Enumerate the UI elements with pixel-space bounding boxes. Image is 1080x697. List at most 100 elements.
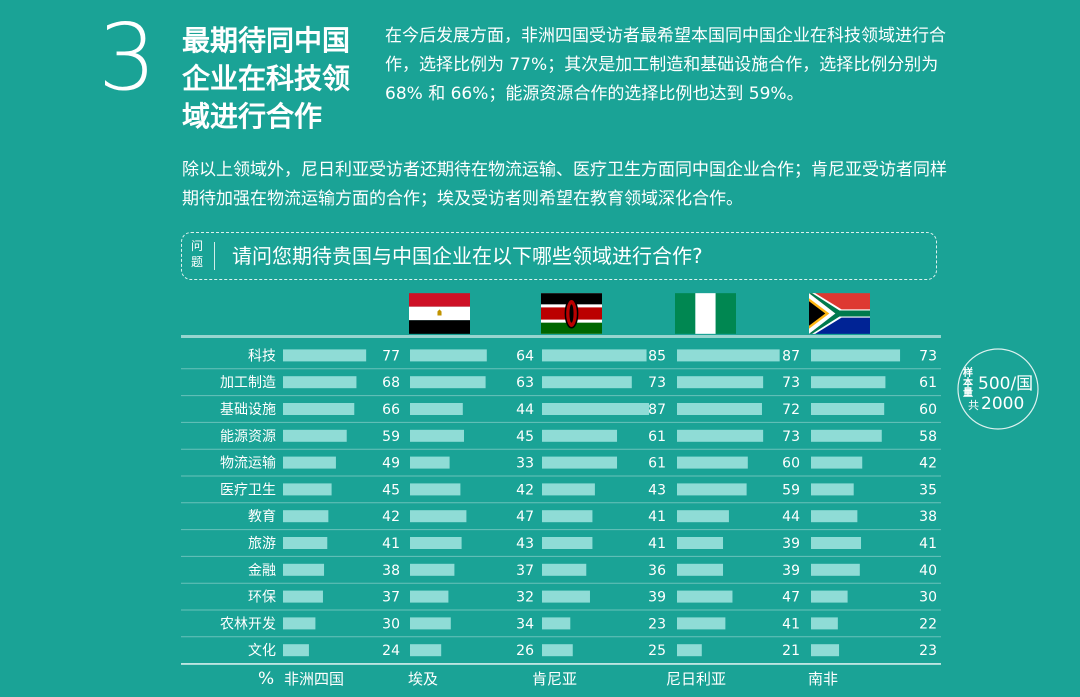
bar [410,483,461,496]
bar [542,537,593,549]
bar [410,456,450,469]
value-label: 63 [516,375,534,391]
bar [283,429,347,442]
value-label: 47 [782,590,800,606]
value-label: 41 [919,536,937,552]
bar [410,376,486,389]
value-label: 36 [648,563,666,579]
bar [283,563,325,576]
bar [677,429,764,442]
nigeria-flag-icon [675,293,736,334]
bar [410,617,451,630]
question-box [181,232,937,280]
bar [542,483,595,496]
value-label: 73 [782,375,800,391]
bar [677,376,764,389]
value-label: 35 [919,482,937,498]
value-label: 42 [382,509,400,525]
egypt-flag-icon [409,293,470,334]
category-label: 基础设施 [220,401,276,418]
value-label: 72 [782,402,800,418]
bar [677,483,747,496]
value-label: 64 [516,348,534,364]
bar [677,563,724,576]
bar [811,403,885,415]
value-label: 41 [382,536,400,552]
sample-label: 样本量 [961,366,973,397]
value-label: 26 [516,643,534,659]
bar [542,563,587,576]
category-label: 金融 [248,563,276,579]
value-label: 42 [919,456,937,472]
bar [283,590,323,603]
value-label: 23 [919,643,937,659]
bar [811,429,882,442]
value-label: 40 [919,563,937,579]
bar [542,456,618,469]
value-label: 85 [648,348,666,364]
value-label: 37 [516,563,534,579]
bar [811,644,840,657]
value-label: 45 [516,429,534,445]
value-label: 66 [382,402,400,418]
category-label: 旅游 [248,536,276,552]
bar [283,617,316,630]
series-label: 肯尼亚 [532,670,577,688]
question-separator [214,242,215,270]
bar [410,644,442,657]
value-label: 37 [382,590,400,606]
bar [542,349,647,362]
bar [283,510,329,523]
value-label: 60 [782,456,800,472]
bar [410,429,464,442]
sample-size-badge: 样本量 500/国 共 2000 [957,348,1039,430]
bar [283,403,355,415]
bar [542,510,593,523]
bar [410,510,467,523]
bar [542,403,650,415]
series-label: 埃及 [408,670,438,688]
bar [811,617,838,630]
value-label: 30 [382,616,400,632]
bar [677,349,780,362]
kenya-flag-icon [541,293,602,334]
section-title: 最期待同中国企业在科技领域进行合作 [182,24,351,133]
category-label: 物流运输 [220,456,276,472]
value-label: 73 [919,348,937,364]
value-label: 24 [382,643,400,659]
bar [677,510,729,523]
bar [811,510,858,523]
bar [677,617,726,630]
bar [410,537,462,549]
value-label: 61 [919,375,937,391]
intro-text: 在今后发展方面，非洲四国受访者最希望本国同中国企业在科技领域进行合作，选择比例为… [385,26,946,104]
bar [677,403,762,415]
series-label: 尼日利亚 [666,670,726,688]
value-label: 68 [382,375,400,391]
value-label: 41 [782,616,800,632]
bar [811,590,848,603]
value-label: 39 [648,590,666,606]
category-label: 环保 [248,590,276,606]
bar [811,376,886,389]
bar [410,349,487,362]
bar [283,456,336,469]
category-label: 农林开发 [220,616,276,632]
value-label: 59 [782,482,800,498]
category-label: 科技 [248,348,276,364]
question-tag: 问题 [191,239,204,269]
bar [677,537,724,549]
value-label: 60 [919,402,937,418]
bar [677,644,702,657]
value-label: 44 [516,402,534,418]
bar [542,644,573,657]
value-label: 61 [648,456,666,472]
bar [542,376,632,389]
value-label: 42 [516,482,534,498]
category-label: 教育 [248,509,276,525]
value-label: 77 [382,348,400,364]
value-label: 41 [648,536,666,552]
unit-label: % [258,669,274,689]
value-label: 21 [782,643,800,659]
